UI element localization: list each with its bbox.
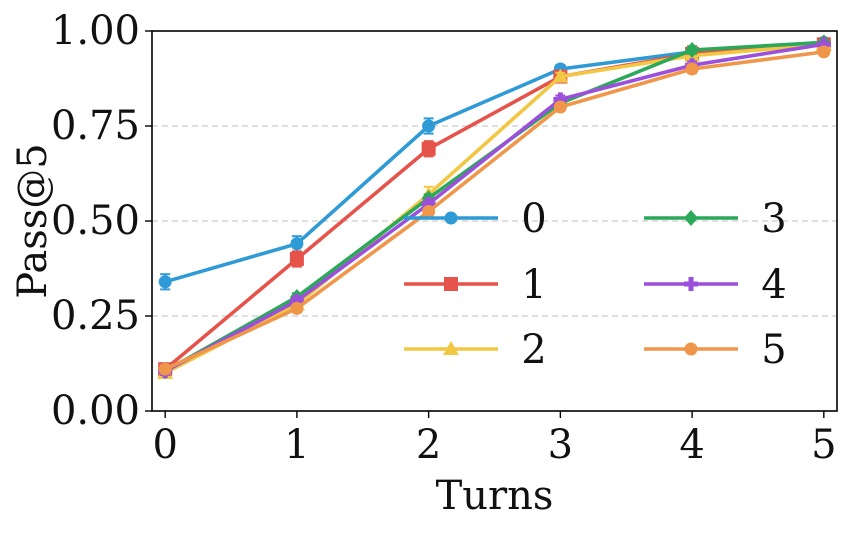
legend-label: 1 [521, 262, 546, 308]
data-point-4 [421, 196, 436, 211]
x-axis-title: Turns [436, 473, 554, 519]
series-line-5 [164, 50, 825, 371]
series-line-0 [164, 40, 824, 284]
legend-label: 4 [761, 262, 786, 308]
y-tick-label: 0.50 [51, 198, 140, 244]
legend-label: 3 [761, 196, 786, 242]
data-point-0 [422, 119, 436, 133]
data-point-5 [290, 301, 304, 315]
data-point-5 [817, 45, 831, 59]
y-tick-label: 0.25 [51, 293, 140, 339]
series-line-4 [164, 42, 825, 373]
data-point-3 [685, 42, 700, 58]
legend: 0 1 2 3 4 5 [404, 196, 787, 373]
legend-marker [684, 210, 698, 226]
plus-bar [426, 196, 432, 211]
data-point-4 [553, 92, 568, 107]
x-tick-label: 4 [679, 422, 704, 468]
x-tick-label: 1 [284, 422, 309, 468]
data-point-5 [158, 362, 172, 376]
plus-bar [688, 277, 694, 291]
series-layer [157, 34, 832, 380]
y-tick-label: 0.75 [51, 103, 140, 149]
legend-item-1: 1 [404, 262, 547, 308]
plus-bar [821, 37, 827, 52]
legend-item-4: 4 [644, 262, 787, 308]
series-5 [158, 45, 831, 376]
x-tick-label: 5 [811, 422, 836, 468]
x-tick-label: 3 [548, 422, 573, 468]
plus-bar [294, 293, 300, 308]
axes-layer: 0.00 0.25 0.50 0.75 1.00 0 1 2 3 4 5 [51, 8, 838, 468]
data-point-1 [289, 252, 304, 266]
legend-item-5: 5 [644, 327, 787, 373]
legend-marker [444, 211, 458, 225]
x-tick-label: 2 [416, 422, 441, 468]
data-point-1 [421, 141, 436, 156]
data-point-5 [553, 100, 567, 114]
legend-marker [684, 277, 698, 291]
data-point-4 [816, 37, 831, 52]
legend-label: 0 [521, 196, 546, 242]
legend-item-0: 0 [404, 196, 547, 242]
grid-layer [152, 125, 837, 317]
legend-marker [443, 341, 459, 355]
legend-label: 5 [761, 327, 786, 373]
legend-item-2: 2 [404, 327, 547, 373]
data-point-2 [552, 68, 569, 83]
series-line-2 [164, 42, 824, 375]
data-point-0 [158, 275, 172, 289]
legend-marker [684, 342, 698, 356]
data-point-0 [290, 237, 304, 251]
y-tick-label: 1.00 [51, 8, 140, 54]
legend-marker [444, 277, 458, 291]
y-axis-title: Pass@5 [10, 143, 56, 298]
legend-item-3: 3 [644, 196, 787, 242]
data-point-5 [422, 205, 436, 218]
y-tick-label: 0.00 [51, 388, 140, 434]
series-0 [158, 35, 831, 291]
data-point-5 [685, 62, 699, 76]
x-tick-label: 0 [152, 422, 177, 468]
data-point-4 [289, 293, 304, 308]
plus-bar [557, 92, 563, 107]
legend-label: 2 [521, 327, 546, 373]
